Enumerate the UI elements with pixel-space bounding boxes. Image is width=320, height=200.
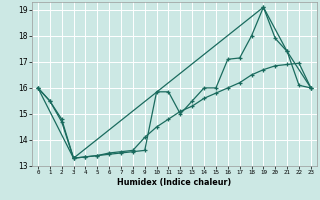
X-axis label: Humidex (Indice chaleur): Humidex (Indice chaleur): [117, 178, 232, 187]
